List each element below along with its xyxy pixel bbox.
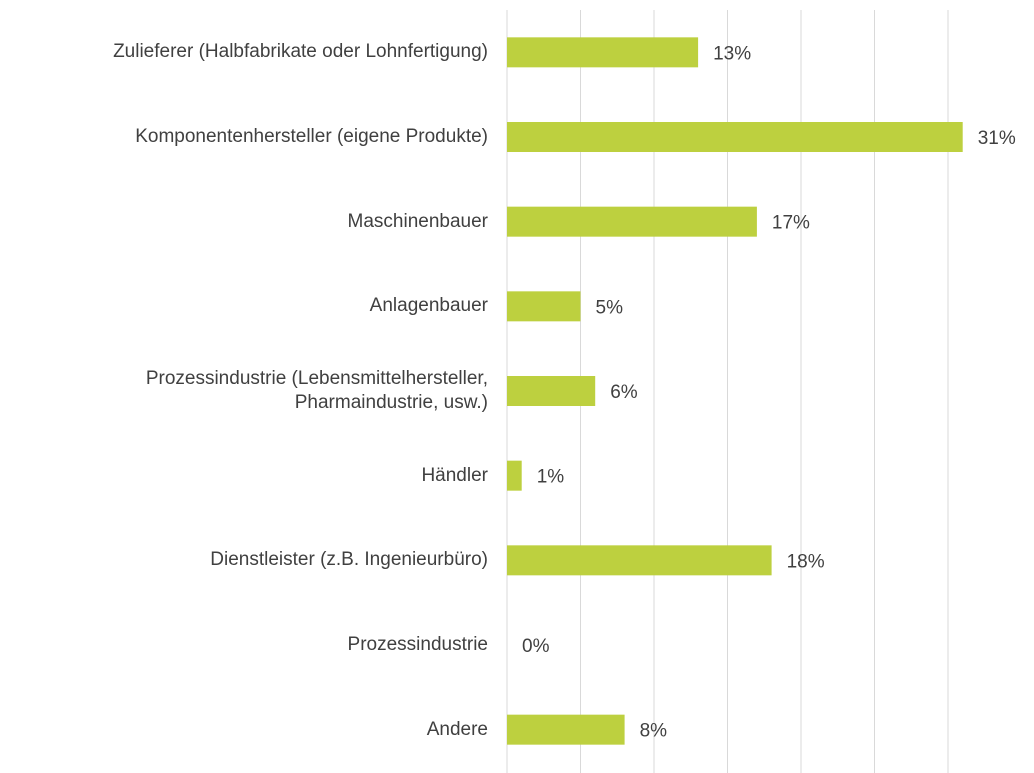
category-label: Prozessindustrie (Lebensmittelhersteller… (145, 368, 488, 413)
value-label: 5% (596, 297, 624, 318)
bar (507, 206, 757, 237)
value-label: 8% (640, 721, 668, 742)
value-label: 6% (610, 382, 638, 403)
value-label: 31% (978, 128, 1016, 149)
value-label: 17% (772, 213, 810, 234)
bar (507, 714, 625, 745)
bar (507, 291, 581, 322)
value-label: 13% (713, 43, 751, 64)
bar (507, 376, 596, 406)
category-label: Händler (421, 464, 488, 486)
bar (507, 545, 772, 576)
category-label: Andere (426, 718, 488, 740)
value-label: 0% (522, 636, 550, 657)
bar (507, 460, 522, 491)
bar (507, 122, 963, 152)
category-label: Komponentenhersteller (eigene Produkte) (135, 126, 488, 147)
category-label: Anlagenbauer (369, 295, 488, 317)
bar (507, 37, 699, 68)
value-label: 1% (537, 467, 565, 488)
category-label: Zulieferer (Halbfabrikate oder Lohnferti… (113, 41, 488, 63)
value-label: 18% (787, 551, 825, 572)
category-label: Prozessindustrie (347, 634, 488, 655)
category-label: Maschinenbauer (347, 210, 488, 232)
category-label: Dienstleister (z.B. Ingenieurbüro) (210, 549, 488, 571)
